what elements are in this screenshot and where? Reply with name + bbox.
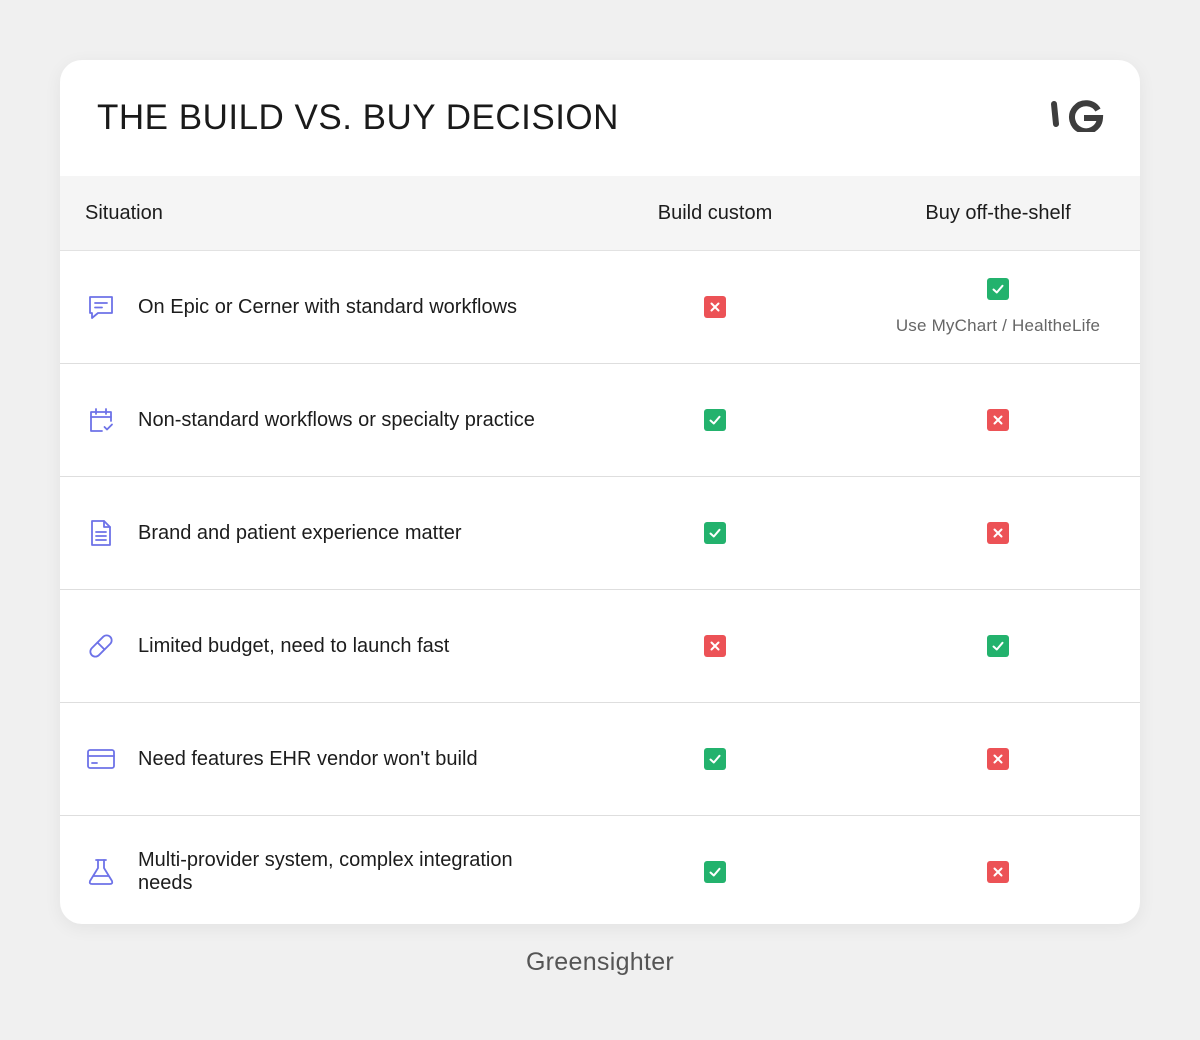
buy-cell [880, 703, 1116, 815]
table-row: Multi-provider system, complex integrati… [60, 816, 1140, 924]
column-header-build: Build custom [657, 202, 773, 224]
build-cell [600, 251, 830, 363]
table-header: Situation Build custom Buy off-the-shelf [60, 176, 1140, 251]
check-icon [704, 409, 726, 431]
check-icon [704, 861, 726, 883]
check-icon [987, 635, 1009, 657]
situation-label: Non-standard workflows or specialty prac… [138, 408, 535, 431]
cross-icon [704, 635, 726, 657]
calendar-check-icon [85, 404, 117, 436]
column-header-situation: Situation [85, 202, 163, 224]
cross-icon [987, 409, 1009, 431]
greensighter-logo-icon [1051, 100, 1104, 132]
build-cell [600, 816, 830, 924]
buy-note: Use MyChart / HealtheLife [895, 316, 1101, 335]
check-icon [704, 522, 726, 544]
table-row: Non-standard workflows or specialty prac… [60, 364, 1140, 477]
buy-cell [880, 590, 1116, 702]
situation-label: Multi-provider system, complex integrati… [138, 849, 513, 894]
build-cell [600, 364, 830, 476]
situation-label: Need features EHR vendor won't build [138, 747, 478, 770]
table-row: Limited budget, need to launch fast [60, 590, 1140, 703]
column-header-buy: Buy off-the-shelf [925, 202, 1071, 224]
table-row: On Epic or Cerner with standard workflow… [60, 251, 1140, 364]
buy-cell: Use MyChart / HealtheLife [880, 251, 1116, 363]
build-cell [600, 477, 830, 589]
buy-cell [880, 477, 1116, 589]
buy-cell [880, 816, 1116, 924]
brand-footer: Greensighter [525, 948, 675, 976]
cross-icon [987, 522, 1009, 544]
situation-label: Limited budget, need to launch fast [138, 634, 450, 657]
table-row: Need features EHR vendor won't build [60, 703, 1140, 816]
card-header: THE BUILD VS. BUY DECISION [60, 60, 1140, 176]
chat-icon [85, 291, 117, 323]
cross-icon [987, 748, 1009, 770]
build-cell [600, 703, 830, 815]
situation-label: Brand and patient experience matter [138, 521, 462, 544]
cross-icon [704, 296, 726, 318]
cross-icon [987, 861, 1009, 883]
credit-card-icon [85, 743, 117, 775]
table-row: Brand and patient experience matter [60, 477, 1140, 590]
pill-icon [85, 630, 117, 662]
page-title: THE BUILD VS. BUY DECISION [97, 98, 619, 137]
comparison-card: THE BUILD VS. BUY DECISION Situation Bui… [60, 60, 1140, 924]
build-cell [600, 590, 830, 702]
flask-icon [85, 856, 117, 888]
buy-cell [880, 364, 1116, 476]
table-body: On Epic or Cerner with standard workflow… [60, 251, 1140, 924]
situation-label: On Epic or Cerner with standard workflow… [138, 295, 518, 318]
check-icon [987, 278, 1009, 300]
document-icon [85, 517, 117, 549]
check-icon [704, 748, 726, 770]
